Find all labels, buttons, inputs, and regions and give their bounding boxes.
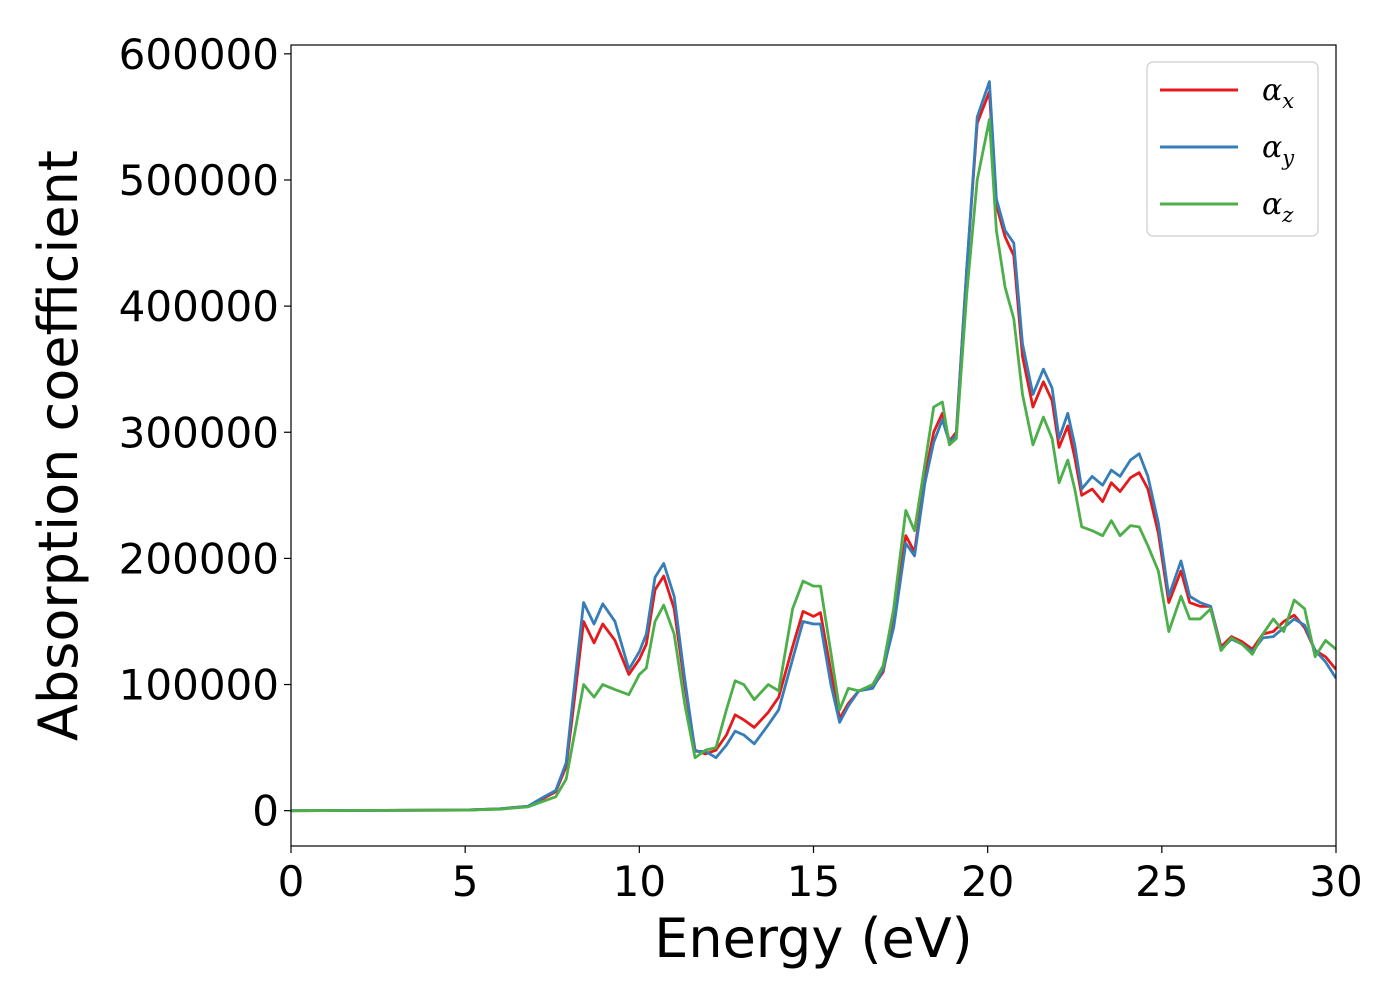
series-lines [291,80,1336,813]
series-line-x [291,90,1336,813]
x-axis-label: Energy (eV) [654,907,973,970]
y-tick-label: 300000 [119,408,279,457]
y-axis-ticks: 0 100000 200000 300000 400000 500000 600000 [119,30,291,836]
x-tick-label: 0 [278,857,305,906]
x-tick-label: 20 [961,857,1014,906]
x-tick-label: 30 [1309,857,1362,906]
y-tick-label: 0 [252,787,279,836]
x-tick-label: 15 [787,857,840,906]
series-line-y [291,80,1336,813]
legend-entry-z: αz [1262,187,1294,227]
legend-frame [1146,61,1319,237]
x-tick-label: 10 [613,857,666,906]
y-axis-label: Absorption coefficient [27,150,90,741]
x-axis-ticks: 0 5 10 15 20 25 30 [278,846,1363,906]
y-tick-label: 400000 [119,282,279,331]
y-tick-label: 200000 [119,534,279,583]
x-tick-label: 5 [452,857,479,906]
y-tick-label: 500000 [119,156,279,205]
y-tick-label: 100000 [119,661,279,710]
x-tick-label: 25 [1135,857,1188,906]
series-line-z [291,118,1336,813]
y-tick-label: 600000 [119,30,279,79]
